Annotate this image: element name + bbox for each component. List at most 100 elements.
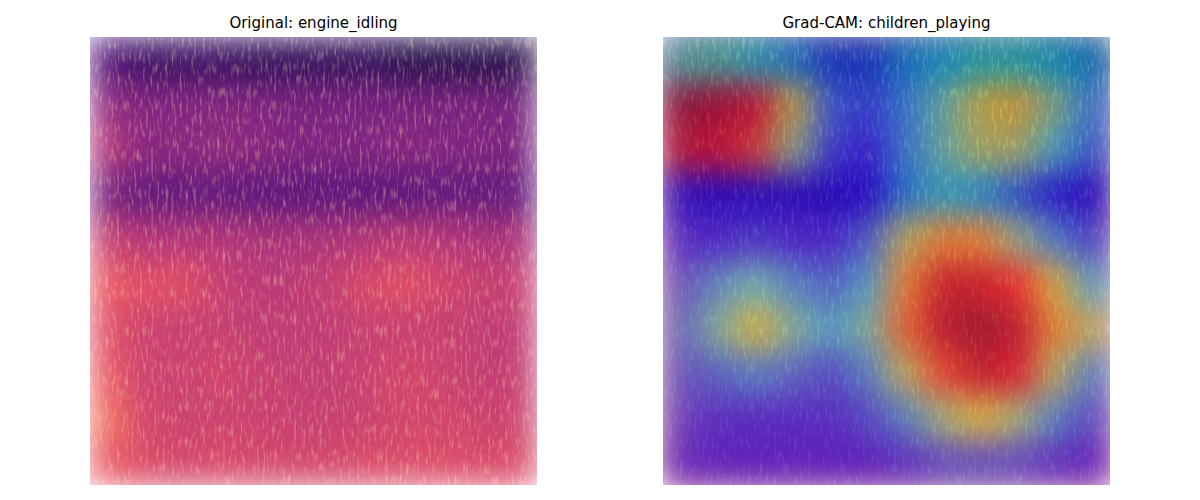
heatmap-cell	[738, 306, 776, 351]
heatmap-cell	[849, 82, 887, 127]
heatmap-cell	[924, 261, 962, 306]
heatmap-cell	[663, 216, 701, 261]
heatmap-cell	[849, 351, 887, 396]
heatmap-cell	[663, 351, 701, 396]
heatmap-cell	[663, 351, 701, 396]
heatmap-cell	[849, 37, 887, 82]
heatmap-cell	[500, 440, 537, 485]
heatmap-cell	[351, 306, 389, 351]
heatmap-cell	[127, 306, 165, 351]
heatmap-cell	[463, 395, 501, 440]
heatmap-cell	[90, 395, 128, 440]
heatmap-cell	[849, 216, 887, 261]
heatmap-cell	[239, 171, 277, 216]
heatmap-cell	[500, 127, 537, 172]
heatmap-cell	[887, 395, 925, 440]
heatmap-cell	[738, 395, 776, 440]
heatmap-cell	[700, 216, 738, 261]
heatmap-cell	[775, 171, 813, 216]
heatmap-cell	[812, 216, 850, 261]
heatmap-cell	[663, 37, 701, 82]
heatmap-cell	[924, 440, 962, 485]
heatmap-cell	[425, 171, 463, 216]
heatmap-cell	[700, 440, 738, 485]
heatmap-cell	[775, 216, 813, 261]
heatmap-cell	[1073, 82, 1110, 127]
heatmap-cell	[924, 82, 962, 127]
heatmap-cell	[998, 261, 1036, 306]
heatmap-cell	[961, 127, 999, 172]
heatmap-cell	[849, 440, 887, 485]
heatmap-cell	[500, 261, 537, 306]
heatmap-cell	[849, 171, 887, 216]
heatmap-cell	[239, 351, 277, 396]
heatmap-cell	[202, 127, 240, 172]
heatmap-cell	[1073, 261, 1110, 306]
heatmap-cell	[1073, 82, 1110, 127]
heatmap-cell	[663, 395, 701, 440]
heatmap-cell	[127, 261, 165, 306]
heatmap-cell	[351, 82, 389, 127]
heatmap-cell	[165, 171, 203, 216]
heatmap-cell	[738, 261, 776, 306]
heatmap-cell	[165, 127, 203, 172]
heatmap-cell	[463, 261, 501, 306]
heatmap-cell	[463, 127, 501, 172]
heatmap-cell	[165, 216, 203, 261]
heatmap-cell	[202, 440, 240, 485]
heatmap-cell	[738, 127, 776, 172]
heatmap-cell	[1036, 261, 1074, 306]
heatmap-cell	[887, 395, 925, 440]
heatmap-cell	[998, 216, 1036, 261]
heatmap-cell	[388, 351, 426, 396]
heatmap-cell	[812, 395, 850, 440]
heatmap-cell	[165, 82, 203, 127]
heatmap-cell	[500, 395, 537, 440]
heatmap-cell	[1036, 82, 1074, 127]
heatmap-cell	[1073, 216, 1110, 261]
heatmap-cell	[425, 306, 463, 351]
heatmap-cell	[998, 37, 1036, 82]
heatmap-cell	[165, 306, 203, 351]
heatmap-cell	[849, 82, 887, 127]
heatmap-cell	[1073, 306, 1110, 351]
heatmap-cell	[775, 440, 813, 485]
heatmap-cell	[775, 306, 813, 351]
heatmap-cell	[998, 440, 1036, 485]
heatmap-cell	[998, 306, 1036, 351]
heatmap-cell	[463, 82, 501, 127]
heatmap-cell	[961, 351, 999, 396]
heatmap-cell	[998, 395, 1036, 440]
heatmap-cell	[239, 216, 277, 261]
heatmap-cell	[961, 306, 999, 351]
heatmap-cell	[700, 127, 738, 172]
heatmap-cell	[812, 261, 850, 306]
heatmap-cell	[812, 351, 850, 396]
heatmap-cell	[700, 351, 738, 396]
heatmap-cell	[924, 127, 962, 172]
heatmap-cell	[314, 127, 352, 172]
heatmap-cell	[775, 440, 813, 485]
heatmap-cell	[127, 82, 165, 127]
heatmap-cell	[849, 306, 887, 351]
heatmap-cell	[775, 261, 813, 306]
heatmap-cell	[775, 306, 813, 351]
heatmap-cell	[663, 171, 701, 216]
heatmap-cell	[700, 82, 738, 127]
heatmap-cell	[738, 261, 776, 306]
heatmap-cell	[812, 216, 850, 261]
heatmap-cell	[700, 171, 738, 216]
heatmap-cell	[663, 261, 701, 306]
heatmap-cell	[1036, 440, 1074, 485]
heatmap-cell	[1036, 37, 1074, 82]
heatmap-cell	[998, 440, 1036, 485]
heatmap-cell	[812, 306, 850, 351]
heatmap-cell	[1073, 440, 1110, 485]
heatmap-cell	[90, 171, 128, 216]
heatmap-cell	[663, 127, 701, 172]
heatmap-cell	[775, 171, 813, 216]
heatmap-cell	[663, 82, 701, 127]
heatmap-cell	[775, 216, 813, 261]
heatmap-cell	[775, 261, 813, 306]
heatmap-cell	[1036, 261, 1074, 306]
